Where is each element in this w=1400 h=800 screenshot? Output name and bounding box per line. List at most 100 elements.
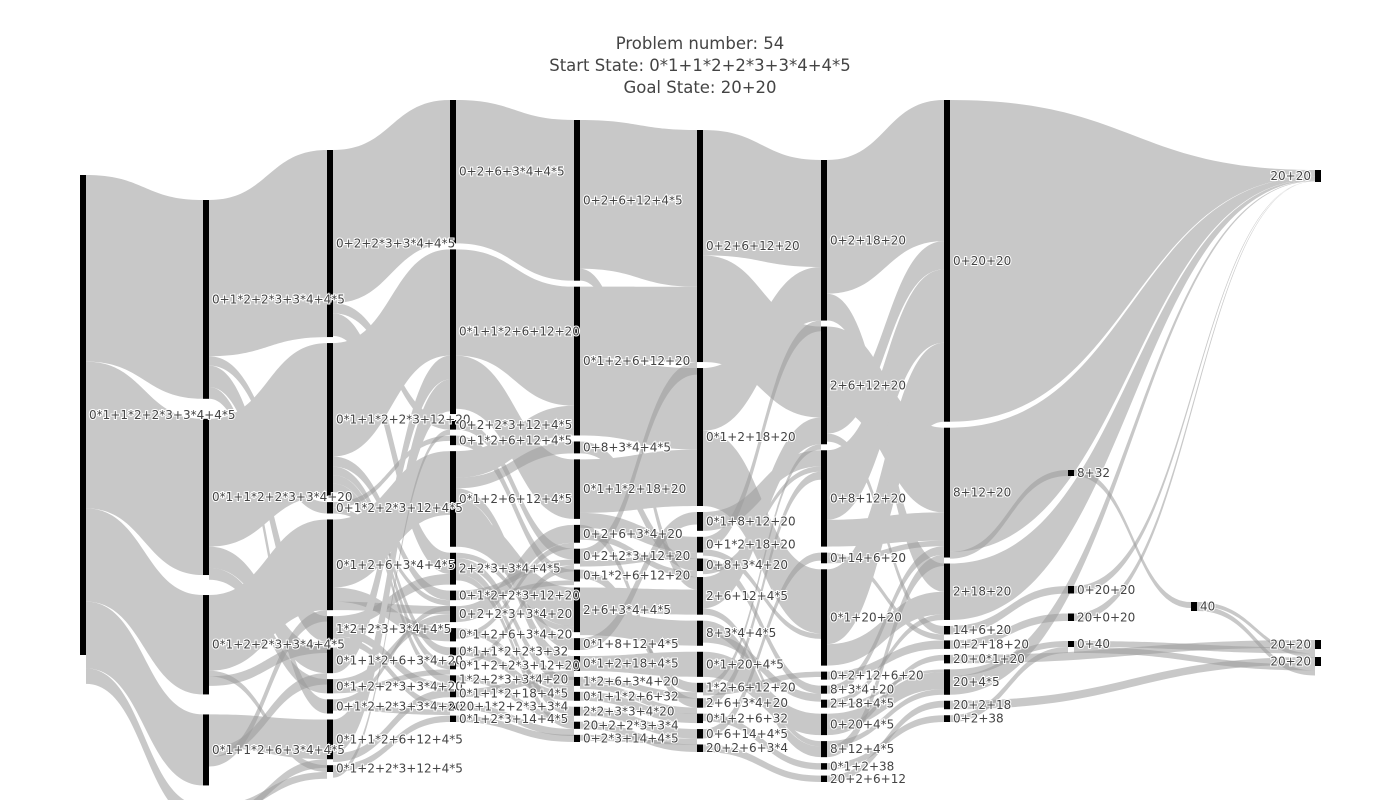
sankey-link-b10-c3 (333, 429, 450, 778)
sankey-link-c1-d1 (456, 100, 574, 281)
sankey-link-f9-g6 (827, 654, 944, 736)
sankey-link-f4-g4 (827, 552, 944, 641)
sankey-node-label: 0*1+1*2+6+12+20 (459, 325, 580, 339)
sankey-node-label: 0+20+20 (1077, 583, 1135, 597)
sankey-link-b8-c7 (333, 605, 450, 706)
sankey-node-e9 (697, 682, 703, 693)
sankey-node-d1 (574, 120, 580, 281)
sankey-link-b3-c4 (333, 435, 450, 508)
sankey-node-h1 (1068, 470, 1074, 476)
sankey-node-b8 (327, 699, 333, 714)
sankey-link-s-a2 (86, 361, 203, 576)
sankey-link-g1-z1 (950, 100, 1315, 422)
sankey-node-c12 (450, 675, 456, 684)
sankey-link-g5-h3 (950, 613, 1068, 649)
sankey-link-f12-g8 (827, 700, 944, 782)
sankey-node-i1 (1191, 602, 1197, 611)
sankey-link-f1-g1 (827, 100, 944, 294)
sankey-node-label: 0*1+2+18+4*5 (583, 656, 679, 670)
sankey-node-d12 (574, 691, 580, 701)
sankey-link-c14-d14 (456, 703, 574, 736)
sankey-link-c6-d13 (456, 566, 574, 716)
sankey-link-a4-b6 (209, 673, 327, 758)
sankey-node-label: 0+2+12+6+20 (830, 669, 924, 683)
sankey-node-label: 0*1+1*2+2*3+3*4+4*5 (89, 408, 236, 422)
sankey-node-label: 0*1+1*2+6+3*4+4*5 (212, 743, 345, 757)
sankey-node-label: 2+18+4*5 (830, 697, 894, 711)
sankey-link-a4-b4 (209, 610, 327, 767)
sankey-link-h3-z1 (1074, 181, 1315, 622)
sankey-node-e13 (697, 744, 703, 752)
sankey-node-label: 40 (1200, 600, 1215, 614)
sankey-node-b1 (327, 150, 333, 338)
sankey-node-c6 (450, 552, 456, 585)
sankey-node-label: 0*1+1*2+6+12+4*5 (336, 732, 463, 746)
sankey-node-b2 (327, 343, 333, 497)
sankey-node-label: 0*1+2+38 (830, 759, 894, 773)
sankey-link-f7-g2 (827, 546, 944, 694)
sankey-link-d6-e4 (580, 552, 697, 567)
sankey-link-b1-c6 (333, 313, 450, 574)
sankey-link-e7-f7 (703, 633, 821, 702)
sankey-node-label: 0+2+2*3+12+20 (583, 549, 690, 563)
sankey-node-label: 0*1+1*2+2*3+3*4+20 (212, 490, 353, 504)
sankey-link-c9-d11 (456, 628, 574, 692)
sankey-link-i1-z3 (1197, 606, 1315, 676)
sankey-link-c8-d5 (456, 524, 574, 623)
sankey-node-c4 (450, 435, 456, 446)
sankey-node-z1 (1315, 170, 1321, 182)
sankey-node-label: 0*1+2+6+32 (706, 711, 788, 725)
sankey-node-c8 (450, 606, 456, 623)
sankey-node-f11 (821, 763, 827, 770)
sankey-node-d3 (574, 441, 580, 454)
sankey-node-c7 (450, 590, 456, 601)
sankey-link-c6-d14 (456, 573, 574, 729)
sankey-link-e5-f7 (703, 558, 821, 694)
sankey-node-b5 (327, 616, 333, 642)
sankey-node-label: 0+2+6+3*4+20 (583, 527, 683, 541)
sankey-node-c15 (450, 715, 456, 722)
sankey-link-b5-c12 (333, 627, 450, 692)
sankey-node-d6 (574, 548, 580, 564)
sankey-node-f2 (821, 326, 827, 445)
sankey-node-label: 0*1+2+6+12+20 (583, 354, 690, 368)
sankey-node-label: 0+1*2+18+20 (706, 538, 796, 552)
sankey-node-b7 (327, 679, 333, 694)
sankey-link-g9-h4 (950, 647, 1068, 722)
sankey-link-e9-f2 (703, 444, 821, 690)
sankey-node-c3 (450, 420, 456, 430)
sankey-nodes (80, 100, 1321, 786)
sankey-node-d2 (574, 286, 580, 436)
goal-state-text: Goal State: 20+20 (623, 78, 777, 97)
problem-number-text: Problem number: 54 (615, 34, 785, 53)
sankey-node-label: 0+1*2+2*3+3*4+20 (336, 699, 463, 713)
sankey-node-g2 (944, 427, 950, 558)
sankey-link-e9-f6 (703, 671, 821, 696)
sankey-node-label: 0*1+2+2*3+12+4*5 (336, 762, 463, 776)
sankey-link-c11-d6 (456, 565, 574, 667)
sankey-link-s-a4 (86, 601, 203, 786)
sankey-link-e6-f2 (703, 417, 821, 609)
sankey-node-e2 (697, 368, 703, 507)
sankey-node-label: 20+4*5 (953, 675, 1000, 689)
sankey-link-d12-e11 (580, 691, 697, 724)
sankey-node-d10 (574, 656, 580, 671)
sankey-node-label: 0+2+6+3*4+4*5 (459, 165, 565, 179)
sankey-node-b9 (327, 719, 333, 760)
sankey-link-d2-e1 (580, 286, 697, 363)
sankey-node-c14 (450, 703, 456, 710)
sankey-link-a5-b9 (253, 759, 327, 800)
sankey-node-label: 8+12+20 (953, 486, 1011, 500)
sankey-node-label: 20+20 (1270, 169, 1311, 183)
sankey-link-c2-d2 (456, 249, 574, 406)
sankey-node-e3 (697, 512, 703, 531)
sankey-node-d7 (574, 569, 580, 582)
sankey-node-d9 (574, 638, 580, 651)
sankey-node-label: 0*1+1*2+2*3+12+20 (336, 413, 471, 427)
sankey-node-label: 20+2+6+3*4 (706, 741, 788, 755)
sankey-link-c9-d5 (456, 542, 574, 639)
sankey-node-c13 (450, 689, 456, 698)
sankey-link-b9-c13 (333, 689, 450, 763)
sankey-node-label: 0*1+1*2+18+4*5 (459, 686, 568, 700)
sankey-node-label: 0*1+2+6+3*4+20 (459, 628, 572, 642)
